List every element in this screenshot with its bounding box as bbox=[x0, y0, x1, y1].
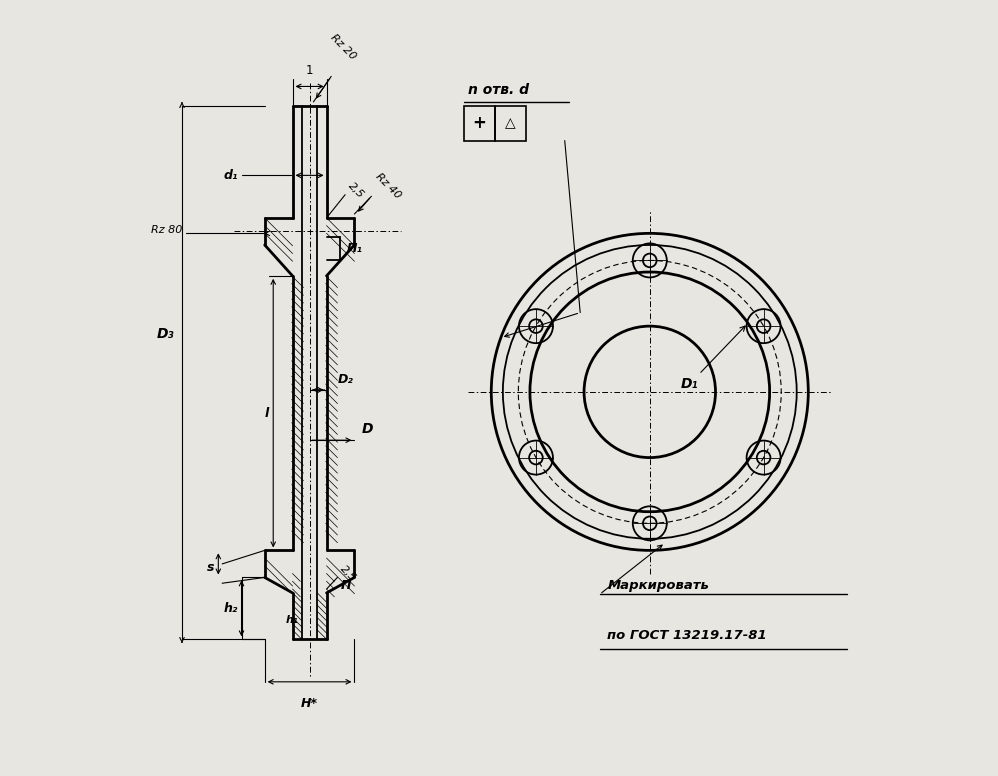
Text: △: △ bbox=[505, 116, 516, 130]
Text: П₁: П₁ bbox=[346, 242, 362, 255]
Text: h₂: h₂ bbox=[224, 602, 238, 615]
Text: l: l bbox=[265, 407, 269, 420]
Text: 2,5: 2,5 bbox=[346, 181, 365, 200]
Text: s: s bbox=[207, 561, 215, 574]
Text: H*: H* bbox=[301, 698, 318, 710]
Text: +: + bbox=[473, 114, 487, 132]
Text: 1: 1 bbox=[305, 64, 313, 77]
Text: n отв. d: n отв. d bbox=[468, 83, 529, 97]
Text: Rz 80: Rz 80 bbox=[151, 225, 183, 235]
Text: Маркировать: Маркировать bbox=[607, 579, 710, 592]
Text: d₁: d₁ bbox=[224, 169, 238, 182]
Text: по ГОСТ 13219.17-81: по ГОСТ 13219.17-81 bbox=[607, 629, 767, 643]
Text: Rz 20: Rz 20 bbox=[329, 32, 358, 61]
Text: h₁: h₁ bbox=[285, 615, 298, 625]
Text: 2,5: 2,5 bbox=[338, 563, 358, 584]
Text: D₂: D₂ bbox=[338, 373, 354, 386]
Text: D₃: D₃ bbox=[157, 327, 175, 341]
Text: П: П bbox=[340, 579, 351, 591]
Text: D: D bbox=[362, 422, 373, 436]
Text: D₁: D₁ bbox=[681, 326, 746, 391]
Text: Rz 40: Rz 40 bbox=[373, 171, 403, 200]
